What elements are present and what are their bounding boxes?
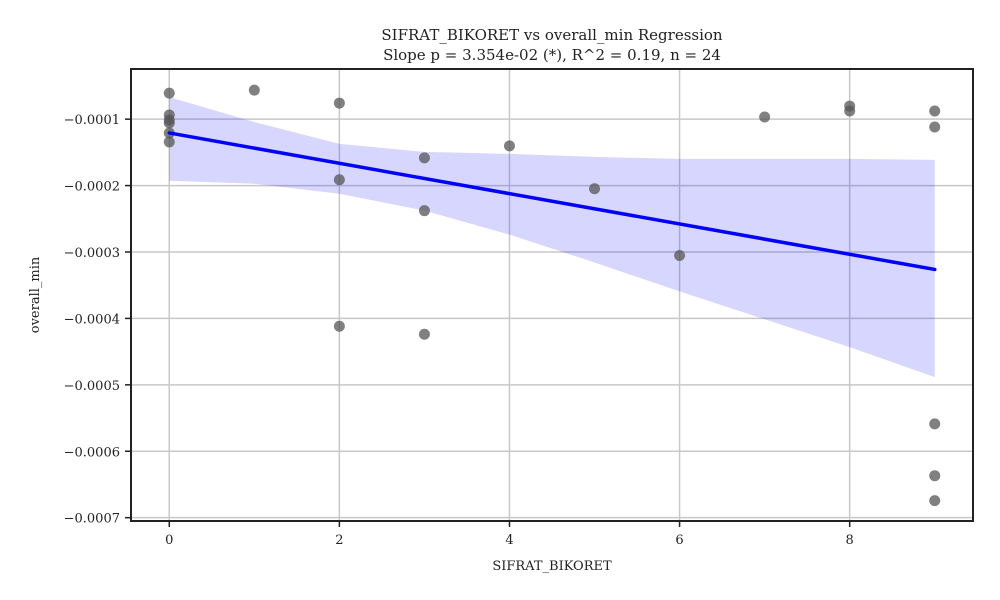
x-tick-label: 0 (165, 533, 173, 548)
y-axis-label: overall_min (28, 256, 43, 333)
data-point (333, 320, 345, 332)
data-point (163, 136, 175, 148)
y-tick-label: −0.0001 (64, 113, 120, 128)
y-tick-label: −0.0006 (64, 445, 120, 460)
data-point (929, 495, 941, 507)
y-tick-label: −0.0004 (64, 312, 120, 327)
data-point (163, 87, 175, 99)
regression-line-group (167, 131, 937, 272)
confidence-band-group (169, 97, 935, 378)
scatter-points (163, 84, 941, 507)
data-point (418, 152, 430, 164)
confidence-band (169, 97, 935, 378)
data-point (929, 121, 941, 133)
y-tick-label: −0.0003 (64, 246, 120, 261)
x-tick-label: 8 (846, 533, 854, 548)
data-point (418, 205, 430, 217)
chart-subtitle: Slope p = 3.354e-02 (*), R^2 = 0.19, n =… (383, 46, 721, 64)
plot-frame (130, 68, 974, 522)
data-point (333, 97, 345, 109)
x-axis-label: SIFRAT_BIKORET (492, 559, 612, 574)
data-point (929, 105, 941, 117)
x-tick-label: 6 (675, 533, 683, 548)
data-point (929, 418, 941, 430)
y-tick-label: −0.0007 (64, 512, 120, 527)
chart-title: SIFRAT_BIKORET vs overall_min Regression (381, 26, 723, 44)
data-point (503, 140, 515, 152)
x-tick-label: 4 (505, 533, 513, 548)
data-point (418, 328, 430, 340)
regression-line (167, 131, 937, 272)
x-axis-ticks: 0 2 4 6 8 (165, 521, 854, 548)
data-point (589, 183, 601, 195)
data-point (333, 174, 345, 186)
data-point (844, 105, 856, 117)
data-point (163, 117, 175, 129)
y-axis-ticks: −0.0001 −0.0002 −0.0003 −0.0004 −0.0005 −0.00… (64, 113, 131, 527)
x-tick-label: 2 (335, 533, 343, 548)
y-tick-label: −0.0005 (64, 379, 120, 394)
data-point (674, 250, 686, 262)
y-tick-label: −0.0002 (64, 180, 120, 195)
data-point (248, 84, 260, 96)
data-point (929, 470, 941, 482)
data-point (759, 111, 771, 123)
